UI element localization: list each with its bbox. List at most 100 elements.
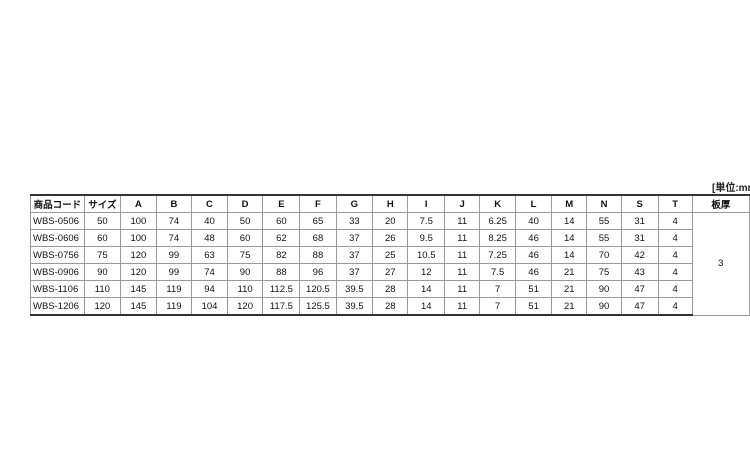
value-cell: 117.5 (262, 297, 301, 316)
spec-table: 商品コード サイズ A B C D E F G H I J K L M N S T 板厚 WBS-0506 50 100… (30, 194, 750, 316)
table-row: WBS-0756 75 120 99 63 75 82 88 37 25 10.5 11 7.25 46 1… (30, 246, 750, 264)
table-row: WBS-0506 50 100 74 40 50 60 65 33 20 7.5 11 6.25 40 14… (30, 212, 750, 316)
value-cell: 28 (372, 297, 409, 316)
value-cell: 40 (515, 212, 553, 230)
value-cell: 119 (155, 297, 193, 316)
value-cell: 74 (191, 263, 228, 281)
value-cell: 55 (586, 212, 622, 230)
product-code-cell: WBS-1106 (30, 280, 85, 298)
value-cell: 96 (299, 263, 337, 281)
value-cell: 75 (226, 246, 264, 264)
column-header: S (620, 194, 659, 213)
column-header: G (335, 194, 374, 213)
value-cell: 46 (515, 229, 553, 247)
value-cell: 65 (299, 212, 337, 230)
value-cell: 60 (83, 229, 122, 247)
value-cell: 4 (657, 263, 693, 281)
value-cell: 6.25 (479, 212, 517, 230)
column-header: H (372, 194, 409, 213)
column-header: B (155, 194, 193, 213)
value-cell: 7.25 (479, 246, 517, 264)
value-cell: 119 (155, 280, 193, 298)
product-code-cell: WBS-0506 (30, 212, 85, 230)
value-cell: 55 (586, 229, 622, 247)
value-cell: 99 (155, 263, 193, 281)
column-header: F (299, 194, 337, 213)
value-cell: 42 (620, 246, 659, 264)
product-code-cell: WBS-0906 (30, 263, 85, 281)
value-cell: 75 (83, 246, 122, 264)
value-cell: 120 (120, 263, 157, 281)
value-cell: 51 (515, 297, 553, 316)
value-cell: 99 (155, 246, 193, 264)
column-header: I (407, 194, 446, 213)
column-header: 板厚 (691, 194, 750, 213)
value-cell: 4 (657, 246, 693, 264)
column-header: C (191, 194, 228, 213)
value-cell: 82 (262, 246, 301, 264)
value-cell: 21 (551, 263, 588, 281)
table-row: WBS-0606 60 100 74 48 60 62 68 37 26 9.5 11 8.25 46 14… (30, 229, 750, 247)
value-cell: 21 (551, 280, 588, 298)
unit-label: [単位:mm] (712, 183, 750, 194)
value-cell: 14 (551, 229, 588, 247)
value-cell: 11 (444, 212, 481, 230)
value-cell: 104 (191, 297, 228, 316)
column-header: N (586, 194, 622, 213)
column-header: D (226, 194, 264, 213)
value-cell: 74 (155, 212, 193, 230)
value-cell: 11 (444, 229, 481, 247)
value-cell: 90 (586, 280, 622, 298)
value-cell: 37 (335, 229, 374, 247)
column-header: サイズ (83, 194, 122, 213)
value-cell: 75 (586, 263, 622, 281)
value-cell: 110 (83, 280, 122, 298)
header-row: 商品コード サイズ A B C D E F G H I J K L M N S T 板厚 (30, 194, 750, 213)
value-cell: 11 (444, 297, 481, 316)
value-cell: 37 (335, 263, 374, 281)
value-cell: 63 (191, 246, 228, 264)
value-cell: 28 (372, 280, 409, 298)
value-cell: 14 (551, 212, 588, 230)
value-cell: 40 (191, 212, 228, 230)
value-cell: 8.25 (479, 229, 517, 247)
column-header: 商品コード (30, 194, 85, 213)
value-cell: 90 (83, 263, 122, 281)
value-cell: 110 (226, 280, 264, 298)
value-cell: 11 (444, 280, 481, 298)
value-cell: 20 (372, 212, 409, 230)
value-cell: 7.5 (479, 263, 517, 281)
value-cell: 10.5 (407, 246, 446, 264)
value-cell: 88 (262, 263, 301, 281)
column-header: M (551, 194, 588, 213)
value-cell: 31 (620, 229, 659, 247)
product-code-cell: WBS-0756 (30, 246, 85, 264)
plate-thickness-cell: 3 (691, 212, 750, 316)
value-cell: 21 (551, 297, 588, 316)
value-cell: 7.5 (407, 212, 446, 230)
value-cell: 100 (120, 229, 157, 247)
value-cell: 100 (120, 212, 157, 230)
value-cell: 120.5 (299, 280, 337, 298)
value-cell: 90 (226, 263, 264, 281)
value-cell: 25 (372, 246, 409, 264)
value-cell: 90 (586, 297, 622, 316)
value-cell: 47 (620, 280, 659, 298)
value-cell: 46 (515, 246, 553, 264)
value-cell: 60 (262, 212, 301, 230)
value-cell: 33 (335, 212, 374, 230)
value-cell: 145 (120, 280, 157, 298)
value-cell: 94 (191, 280, 228, 298)
value-cell: 112.5 (262, 280, 301, 298)
value-cell: 51 (515, 280, 553, 298)
value-cell: 125.5 (299, 297, 337, 316)
value-cell: 48 (191, 229, 228, 247)
value-cell: 60 (226, 229, 264, 247)
value-cell: 70 (586, 246, 622, 264)
value-cell: 4 (657, 297, 693, 316)
value-cell: 7 (479, 280, 517, 298)
value-cell: 26 (372, 229, 409, 247)
value-cell: 37 (335, 246, 374, 264)
value-cell: 11 (444, 246, 481, 264)
value-cell: 31 (620, 212, 659, 230)
